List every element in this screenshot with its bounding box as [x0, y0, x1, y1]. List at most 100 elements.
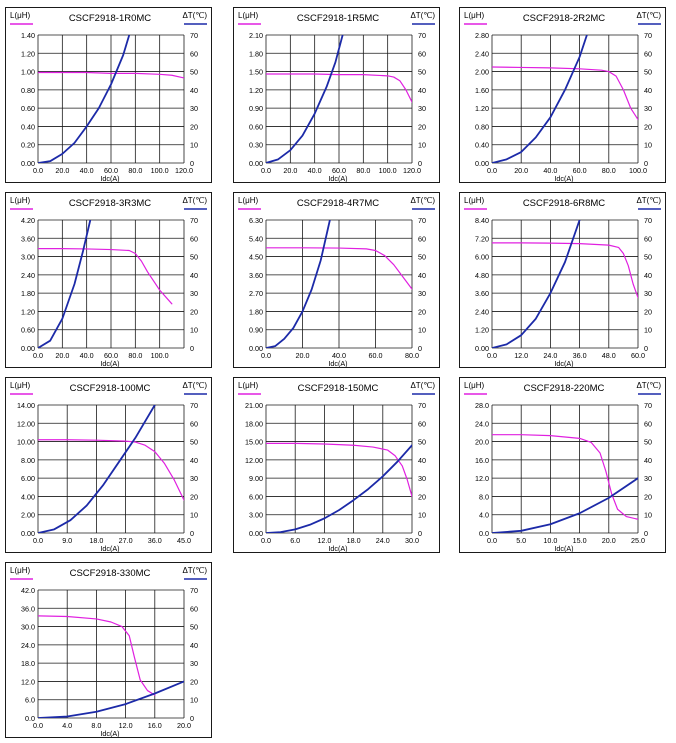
inductance-curve: [266, 442, 412, 498]
y-left-tick-label: 1.40: [21, 31, 35, 40]
x-tick-label: 80.0: [128, 166, 142, 175]
y-right-tick-label: 40: [644, 86, 652, 95]
y-right-tick-label: 20: [644, 307, 652, 316]
x-tick-label: 5.0: [516, 536, 526, 545]
y-left-tick-label: 5.40: [249, 234, 263, 243]
y-left-tick-label: 0.00: [475, 344, 489, 353]
x-tick-label: 80.0: [356, 166, 370, 175]
y-right-tick-label: 10: [190, 696, 198, 705]
x-tick-label: 12.0: [317, 536, 331, 545]
y-right-tick-label: 40: [418, 456, 426, 465]
y-left-tick-label: 2.00: [475, 68, 489, 77]
x-tick-label: 0.0: [487, 536, 497, 545]
x-tick-label: 0.0: [261, 351, 271, 360]
y-right-tick-label: 70: [190, 401, 198, 410]
x-tick-label: 18.0: [89, 536, 103, 545]
y-right-tick-label: 30: [190, 104, 198, 113]
y-right-tick-label: 10: [644, 326, 652, 335]
x-axis-label: Idc(A): [328, 544, 347, 552]
y-left-tick-label: 1.50: [249, 68, 263, 77]
y-right-tick-label: 10: [190, 141, 198, 150]
x-tick-label: 18.0: [347, 536, 361, 545]
y-left-tick-label: 16.0: [475, 456, 489, 465]
y-left-tick-label: 8.0: [479, 492, 489, 501]
inductance-curve: [492, 434, 638, 520]
temperature-rise-curve: [266, 444, 412, 533]
y-left-tick-label: 0.80: [21, 86, 35, 95]
y-left-tick-label: 0.40: [21, 122, 35, 131]
y-left-tick-label: 24.0: [21, 641, 35, 650]
chart-title: CSCF2918-1R0MC: [69, 13, 151, 24]
y-right-tick-label: 0: [644, 529, 648, 538]
y-left-tick-label: 1.20: [475, 104, 489, 113]
y-right-tick-label: 70: [644, 31, 652, 40]
x-tick-label: 0.0: [261, 166, 271, 175]
chart-title: CSCF2918-2R2MC: [523, 13, 605, 24]
x-axis-label: Idc(A): [554, 544, 573, 552]
x-tick-label: 4.0: [62, 721, 72, 730]
x-tick-label: 10.0: [543, 536, 557, 545]
y-right-tick-label: 10: [418, 141, 426, 150]
y-left-tick-label: 2.40: [475, 49, 489, 58]
x-tick-label: 12.0: [514, 351, 528, 360]
x-tick-label: 0.0: [487, 351, 497, 360]
y-right-tick-label: 50: [418, 68, 426, 77]
y-right-tick-label: 20: [190, 307, 198, 316]
chart-title: CSCF2918-6R8MC: [523, 198, 605, 209]
chart-panel: L(μH) ΔT(℃) CSCF2918-3R3MC 0.00 0 0.60 10 1.20 2…: [5, 192, 212, 368]
y-right-tick-label: 10: [418, 326, 426, 335]
y-right-tick-label: 10: [644, 141, 652, 150]
y-right-tick-label: 50: [190, 438, 198, 447]
y-right-tick-label: 0: [418, 344, 422, 353]
x-tick-label: 9.0: [62, 536, 72, 545]
inductance-curve: [492, 242, 638, 299]
y-left-tick-label: 2.40: [475, 307, 489, 316]
y-left-tick-label: 14.00: [17, 401, 35, 410]
x-axis-label: Idc(A): [328, 174, 347, 182]
temperature-rise-curve: [492, 477, 638, 533]
y-right-tick-label: 30: [418, 104, 426, 113]
y-left-tick-label: 6.30: [249, 216, 263, 225]
x-tick-label: 40.0: [80, 166, 94, 175]
y-left-tick-label: 0.60: [21, 326, 35, 335]
y-right-label: ΔT(℃): [182, 381, 207, 390]
temperature-rise-curve: [266, 35, 344, 163]
y-right-tick-label: 10: [190, 326, 198, 335]
y-left-tick-label: 2.80: [475, 31, 489, 40]
y-right-tick-label: 70: [418, 31, 426, 40]
y-left-tick-label: 0.00: [249, 159, 263, 168]
x-tick-label: 80.0: [405, 351, 419, 360]
y-left-tick-label: 24.0: [475, 419, 489, 428]
chart-svg: L(μH) ΔT(℃) CSCF2918-220MC 0.0 0 4.0 10 8.0 20 12…: [464, 381, 661, 552]
y-right-tick-label: 40: [644, 271, 652, 280]
y-right-tick-label: 50: [644, 438, 652, 447]
y-left-tick-label: 1.80: [249, 49, 263, 58]
y-right-tick-label: 20: [190, 122, 198, 131]
y-left-tick-label: 8.00: [21, 456, 35, 465]
y-left-tick-label: 3.00: [21, 253, 35, 262]
y-left-tick-label: 2.70: [249, 289, 263, 298]
x-tick-label: 100.0: [151, 166, 169, 175]
y-right-tick-label: 40: [644, 456, 652, 465]
y-left-tick-label: 0.40: [475, 141, 489, 150]
y-left-tick-label: 15.00: [245, 438, 263, 447]
y-left-tick-label: 1.20: [21, 307, 35, 316]
x-tick-label: 60.0: [573, 166, 587, 175]
y-right-tick-label: 40: [418, 271, 426, 280]
y-left-tick-label: 10.00: [17, 438, 35, 447]
x-tick-label: 20.0: [177, 721, 191, 730]
chart-svg: L(μH) ΔT(℃) CSCF2918-1R5MC 0.00 0 0.30 10 0.60 2…: [238, 11, 435, 182]
y-left-label: L(μH): [464, 11, 485, 20]
y-right-tick-label: 10: [418, 511, 426, 520]
chart-svg: L(μH) ΔT(℃) CSCF2918-330MC 0.0 0 6.0 10 12.0 20 1…: [10, 566, 207, 737]
y-right-tick-label: 50: [418, 438, 426, 447]
y-left-tick-label: 0.00: [249, 529, 263, 538]
y-left-tick-label: 0.00: [21, 529, 35, 538]
y-right-tick-label: 70: [418, 216, 426, 225]
y-left-tick-label: 7.20: [475, 234, 489, 243]
y-left-tick-label: 0.00: [21, 159, 35, 168]
y-right-tick-label: 10: [644, 511, 652, 520]
x-tick-label: 0.0: [33, 721, 43, 730]
y-left-tick-label: 6.00: [249, 492, 263, 501]
y-right-tick-label: 50: [418, 253, 426, 262]
